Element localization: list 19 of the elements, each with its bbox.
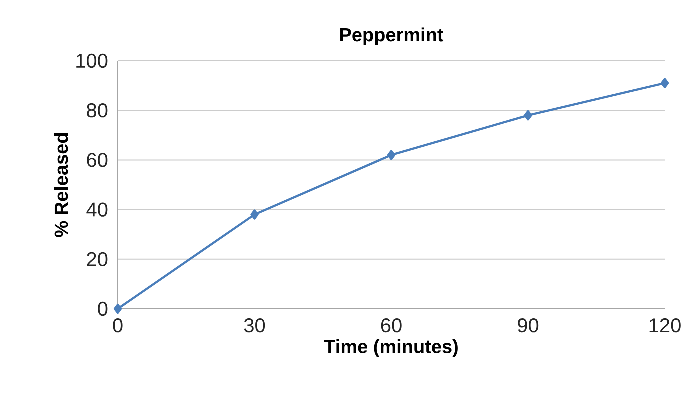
x-tick-label: 90: [518, 318, 539, 333]
y-tick-label: 60: [87, 153, 108, 168]
x-tick-label: 60: [381, 318, 402, 333]
point: [660, 78, 670, 88]
y-tick-label: 40: [86, 202, 108, 217]
y-tick-label: 20: [87, 252, 108, 266]
point: [250, 210, 259, 220]
point: [114, 304, 122, 314]
x-tick-label: 120: [650, 318, 681, 333]
y-axis-title: % Released: [54, 133, 68, 238]
chart-title: Peppermint: [340, 28, 444, 46]
point: [387, 150, 396, 160]
x-tick-label: 30: [244, 318, 266, 333]
y-tick-label: 100: [76, 54, 108, 68]
y-tick-label: 0: [98, 302, 108, 316]
y-tick-label: 80: [87, 104, 108, 118]
x-tick-label: 0: [113, 318, 123, 333]
point: [524, 110, 532, 121]
x-axis-title: Time (minutes): [324, 340, 458, 358]
